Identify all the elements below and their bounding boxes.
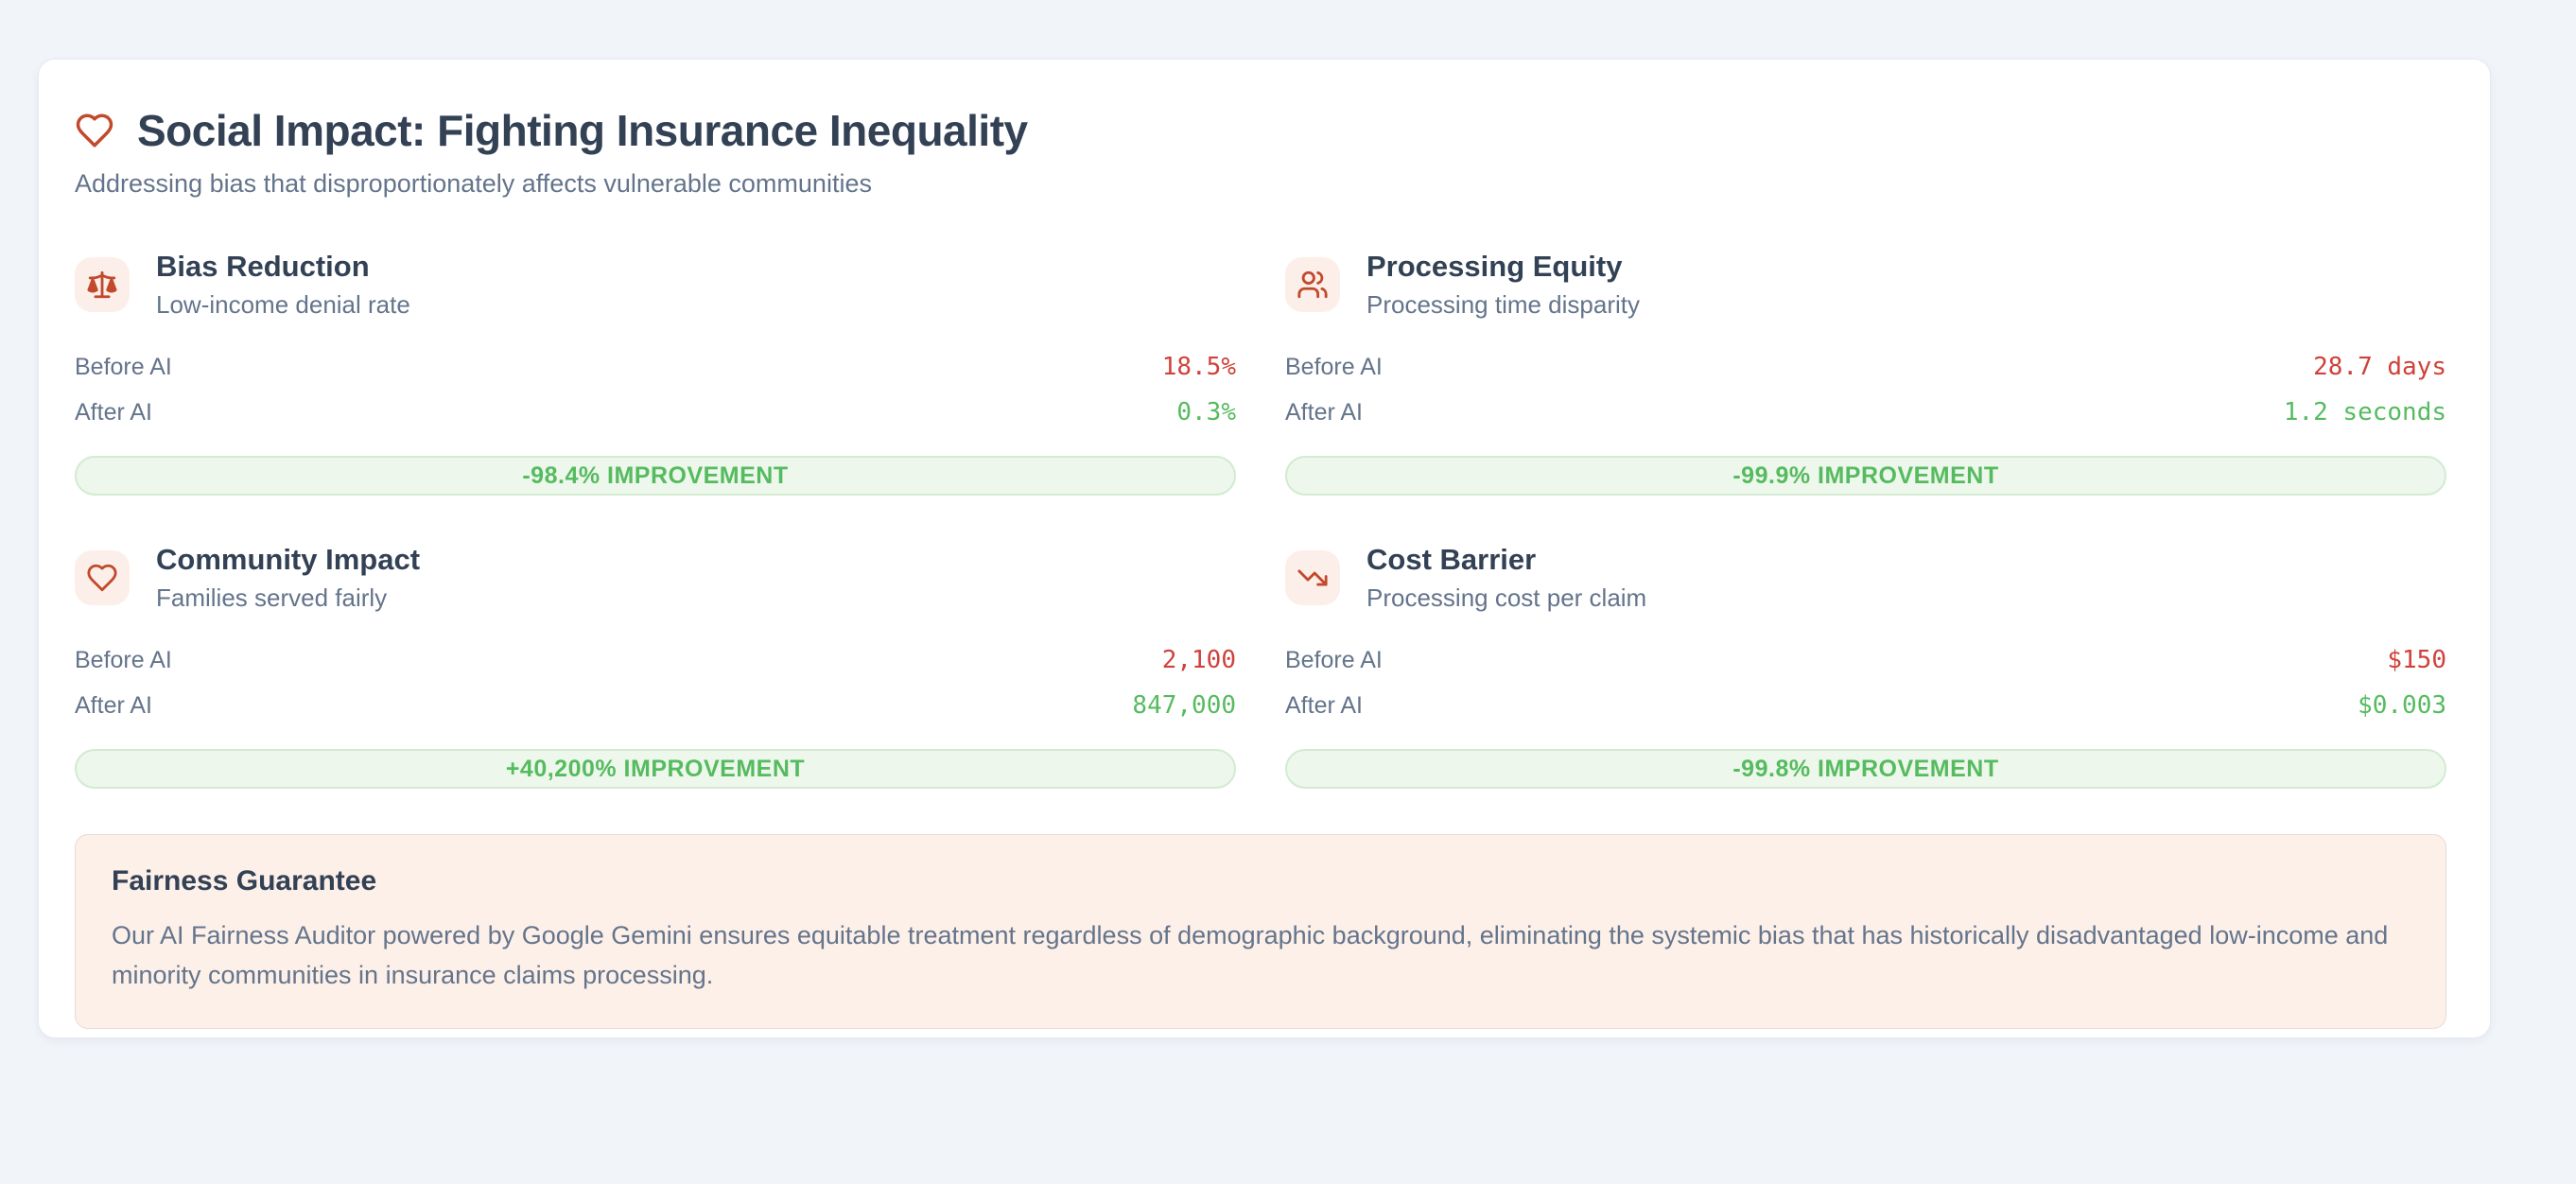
icon-chip [1285,550,1340,605]
metric-card-community-impact: Community Impact Families served fairly … [75,543,1236,789]
before-label: Before AI [75,647,172,673]
before-value: 28.7 days [2313,353,2446,381]
page-title: Social Impact: Fighting Insurance Inequa… [137,106,1028,155]
social-impact-card: Social Impact: Fighting Insurance Inequa… [38,59,2491,1038]
fairness-guarantee-panel: Fairness Guarantee Our AI Fairness Audit… [75,834,2446,1029]
after-value: 1.2 seconds [2283,398,2446,427]
before-value: 18.5% [1161,353,1236,381]
after-row: After AI $0.003 [1285,683,2446,728]
icon-chip [75,257,130,312]
metric-subtitle: Processing cost per claim [1366,583,1647,612]
before-value: $150 [2387,646,2446,674]
users-icon [1297,270,1328,299]
page-subtitle: Addressing bias that disproportionately … [75,169,872,198]
trending-down-icon [1297,569,1328,586]
metric-card-processing-equity: Processing Equity Processing time dispar… [1285,250,2446,496]
before-label: Before AI [1285,647,1383,673]
metric-title: Bias Reduction [156,250,370,283]
after-label: After AI [1285,399,1363,426]
metric-title: Cost Barrier [1366,543,1537,576]
after-label: After AI [75,692,152,719]
after-label: After AI [75,399,152,426]
improvement-badge: -99.8% IMPROVEMENT [1285,749,2446,789]
metric-card-cost-barrier: Cost Barrier Processing cost per claim B… [1285,543,2446,789]
before-row: Before AI $150 [1285,637,2446,683]
after-value: $0.003 [2358,691,2446,720]
before-row: Before AI 2,100 [75,637,1236,683]
before-row: Before AI 28.7 days [1285,344,2446,390]
metric-header: Cost Barrier Processing cost per claim [1285,543,2446,613]
before-label: Before AI [1285,354,1383,380]
metrics-grid: Bias Reduction Low-income denial rate Be… [75,250,2446,789]
metric-card-bias-reduction: Bias Reduction Low-income denial rate Be… [75,250,1236,496]
after-value: 847,000 [1132,691,1236,720]
before-value: 2,100 [1161,646,1236,674]
fairness-body: Our AI Fairness Auditor powered by Googl… [112,921,2389,989]
metric-header: Bias Reduction Low-income denial rate [75,250,1236,320]
metric-subtitle: Low-income denial rate [156,290,410,319]
metric-title: Community Impact [156,543,421,576]
heart-icon [76,113,113,148]
metric-header: Processing Equity Processing time dispar… [1285,250,2446,320]
scales-icon [87,270,117,299]
icon-chip [75,550,130,605]
comparison-rows: Before AI $150 After AI $0.003 [1285,637,2446,728]
metric-subtitle: Families served fairly [156,583,388,612]
before-row: Before AI 18.5% [75,344,1236,390]
icon-chip [1285,257,1340,312]
fairness-title: Fairness Guarantee [112,865,377,897]
metric-subtitle: Processing time disparity [1366,290,1640,319]
improvement-badge: -99.9% IMPROVEMENT [1285,456,2446,496]
after-row: After AI 1.2 seconds [1285,390,2446,435]
comparison-rows: Before AI 28.7 days After AI 1.2 seconds [1285,344,2446,435]
comparison-rows: Before AI 18.5% After AI 0.3% [75,344,1236,435]
after-row: After AI 847,000 [75,683,1236,728]
after-label: After AI [1285,692,1363,719]
after-value: 0.3% [1176,398,1236,427]
metric-title: Processing Equity [1366,250,1623,283]
heart-icon [87,564,117,592]
improvement-badge: +40,200% IMPROVEMENT [75,749,1236,789]
after-row: After AI 0.3% [75,390,1236,435]
before-label: Before AI [75,354,172,380]
card-header: Social Impact: Fighting Insurance Inequa… [75,105,2446,156]
improvement-badge: -98.4% IMPROVEMENT [75,456,1236,496]
comparison-rows: Before AI 2,100 After AI 847,000 [75,637,1236,728]
metric-header: Community Impact Families served fairly [75,543,1236,613]
